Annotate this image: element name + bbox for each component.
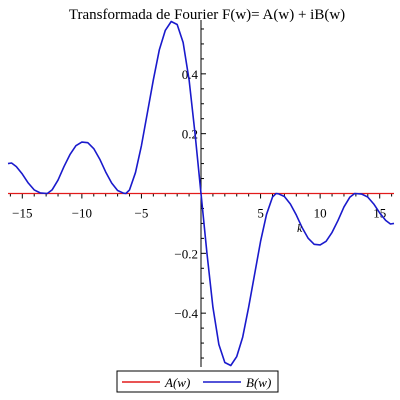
x-tick-label: 10 <box>314 206 327 221</box>
x-tick-label: −15 <box>12 206 32 221</box>
x-axis-label: k <box>297 221 303 235</box>
legend-label: A(w) <box>164 375 190 390</box>
legend-box <box>116 370 279 393</box>
axes: −15 −10 −5 5 10 15−0.4−0.20.20.4 <box>8 20 394 367</box>
series-layer <box>7 20 395 367</box>
series-line-b <box>7 20 395 367</box>
x-tick-label: 5 <box>257 206 264 221</box>
x-tick-label: −10 <box>72 206 92 221</box>
legend: A(w) B(w) <box>116 370 279 393</box>
y-tick-label: −0.2 <box>174 246 198 261</box>
y-tick-label: 0.4 <box>182 67 199 82</box>
legend-label: B(w) <box>246 375 271 390</box>
y-tick-label: −0.4 <box>174 306 198 321</box>
x-tick-label: −5 <box>135 206 149 221</box>
chart-title: Transformada de Fourier F(w)= A(w) + iB(… <box>69 7 345 23</box>
